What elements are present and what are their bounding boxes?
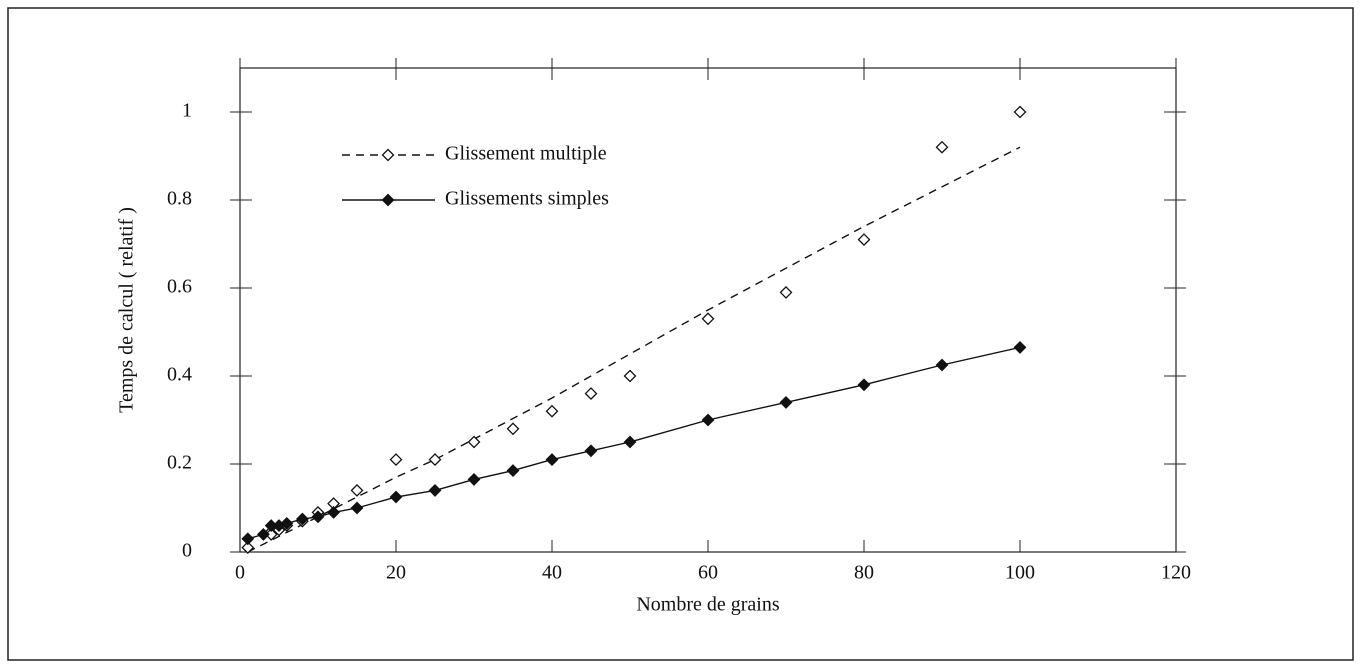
- y-tick-label: 0.8: [167, 188, 192, 210]
- marker: [545, 453, 559, 467]
- marker: [428, 453, 442, 467]
- y-tick-label: 0.6: [167, 276, 192, 298]
- legend-marker: [381, 193, 395, 207]
- x-tick-label: 80: [854, 562, 874, 584]
- legend-label: Glissement multiple: [445, 143, 607, 165]
- marker: [623, 369, 637, 383]
- marker: [935, 140, 949, 154]
- y-tick-label: 0.2: [167, 452, 192, 474]
- marker: [857, 233, 871, 247]
- marker: [241, 532, 255, 546]
- marker: [256, 527, 270, 541]
- x-tick-label: 20: [386, 562, 406, 584]
- marker: [1013, 105, 1027, 119]
- marker: [1013, 340, 1027, 354]
- marker: [241, 541, 255, 555]
- x-axis-label: Nombre de grains: [636, 594, 780, 616]
- x-tick-label: 0: [235, 562, 245, 584]
- marker: [428, 483, 442, 497]
- marker: [506, 464, 520, 478]
- marker: [857, 378, 871, 392]
- marker: [506, 422, 520, 436]
- marker: [935, 358, 949, 372]
- marker: [467, 435, 481, 449]
- marker: [280, 516, 294, 530]
- marker: [311, 510, 325, 524]
- marker: [545, 404, 559, 418]
- marker: [701, 312, 715, 326]
- legend-marker: [381, 148, 395, 162]
- x-tick-label: 60: [698, 562, 718, 584]
- marker: [701, 413, 715, 427]
- marker: [467, 472, 481, 486]
- y-axis-label: Temps de calcul ( relatif ): [116, 207, 138, 413]
- y-tick-label: 1: [182, 100, 192, 122]
- y-tick-label: 0.4: [167, 364, 192, 386]
- marker: [584, 387, 598, 401]
- marker: [584, 444, 598, 458]
- marker: [350, 483, 364, 497]
- marker: [623, 435, 637, 449]
- marker: [327, 505, 341, 519]
- marker: [389, 490, 403, 504]
- x-tick-label: 100: [1005, 562, 1035, 584]
- marker: [350, 501, 364, 515]
- marker: [295, 512, 309, 526]
- legend-label: Glissements simples: [445, 188, 609, 210]
- marker: [389, 453, 403, 467]
- series-line: [247, 146, 1021, 553]
- y-tick-label: 0: [182, 540, 192, 562]
- x-tick-label: 40: [542, 562, 562, 584]
- marker: [779, 285, 793, 299]
- x-tick-label: 120: [1161, 562, 1191, 584]
- marker: [779, 395, 793, 409]
- frame: [7, 7, 1354, 661]
